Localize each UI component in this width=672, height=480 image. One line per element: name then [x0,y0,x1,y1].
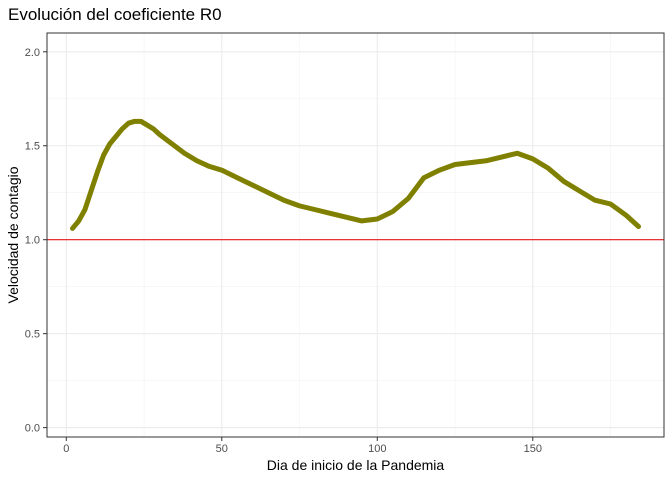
series-line [70,118,641,231]
y-tick-label: 0.0 [25,423,40,435]
y-tick-label: 1.0 [25,235,40,247]
x-tick-label: 50 [216,443,228,455]
x-tick-label: 150 [524,443,542,455]
plot-panel-border [46,32,665,438]
x-tick-label: 0 [63,443,69,455]
y-axis-title: Velocidad de contagio [5,166,21,303]
x-tick-label: 100 [368,443,386,455]
y-axis-ticks: 0.0 0.5 1.0 1.5 2.0 [25,47,47,435]
x-axis-title: Dia de inicio de la Pandemia [267,457,445,473]
plot-panel [47,33,664,437]
y-tick-label: 1.5 [25,141,40,153]
y-tick-label: 2.0 [25,47,40,59]
x-axis-ticks: 0 50 100 150 [63,437,542,455]
grid-minor [47,33,664,437]
series-group [70,118,641,231]
chart-title: Evolución del coeficiente R0 [8,5,222,24]
y-tick-label: 0.5 [25,329,40,341]
